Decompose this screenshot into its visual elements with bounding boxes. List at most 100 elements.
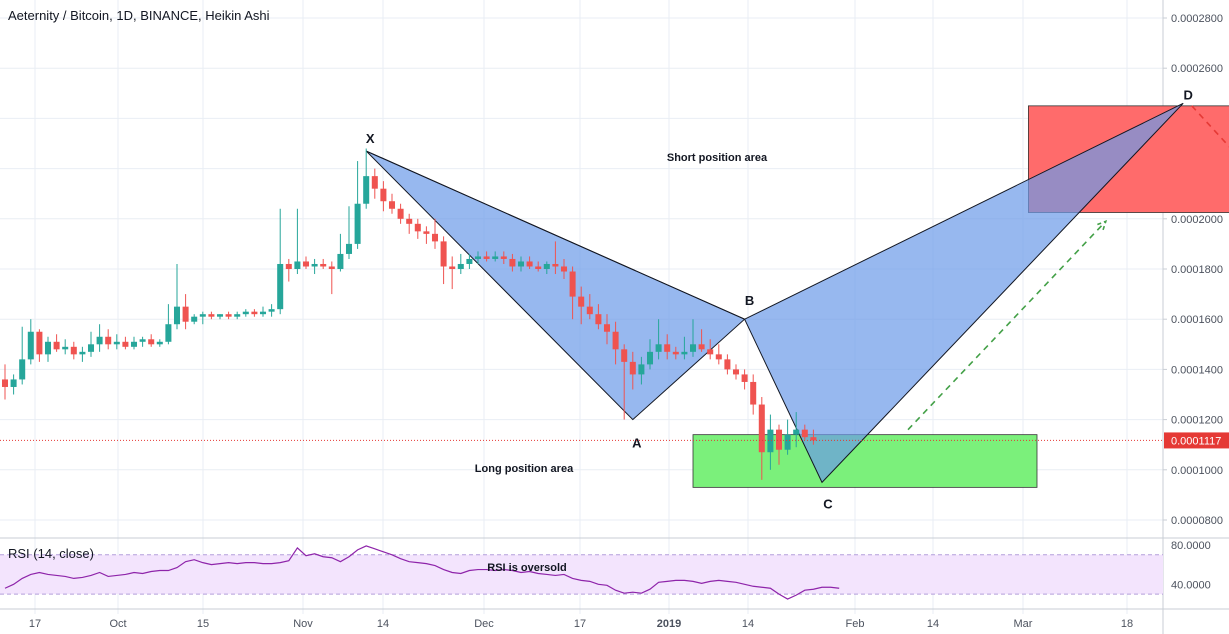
candle <box>431 218 439 249</box>
candle-body <box>621 349 628 362</box>
candle <box>535 261 542 272</box>
candle <box>397 203 404 224</box>
candle-body <box>457 263 464 269</box>
time-tick-label: 17 <box>29 618 41 630</box>
candle <box>113 334 120 350</box>
rsi-line <box>4 545 840 600</box>
candle-body <box>732 369 740 375</box>
rsi-tick-label: 40.0000 <box>1171 579 1211 591</box>
candle-body <box>311 263 318 267</box>
candle <box>414 218 421 239</box>
candle <box>552 241 559 275</box>
candle-body <box>320 263 327 267</box>
time-tick-label: 18 <box>1121 618 1133 630</box>
candle <box>406 213 413 234</box>
candle-body <box>423 231 430 234</box>
candle-body <box>681 351 688 355</box>
candle <box>595 304 602 330</box>
candle-body <box>552 263 559 267</box>
candle <box>741 369 748 390</box>
candle-body <box>294 261 301 269</box>
candle <box>449 256 456 290</box>
candle <box>603 314 611 345</box>
candle-body <box>569 271 576 297</box>
candle <box>62 339 69 355</box>
candle <box>707 339 714 360</box>
candle <box>105 329 112 350</box>
current-price-tag <box>1164 432 1229 449</box>
candle-body <box>758 404 765 453</box>
candle-body <box>251 311 258 315</box>
price-axis: 0.0000800 0.0001000 0.0001200 0.0001400 0.00… <box>1163 13 1223 527</box>
candle <box>560 258 568 280</box>
candle-body <box>801 429 808 438</box>
candle-body <box>397 208 404 219</box>
candle <box>793 412 800 448</box>
time-tick-label: Mar <box>1014 618 1033 630</box>
candle-body <box>466 258 473 264</box>
candle-body <box>784 434 791 450</box>
candle <box>285 258 292 282</box>
candle-body <box>492 256 499 259</box>
candle-body <box>208 314 215 317</box>
candle-body <box>586 306 593 315</box>
candle-body <box>285 263 292 269</box>
candles <box>1 148 817 480</box>
pattern-triangle-xab[interactable] <box>365 150 746 421</box>
candle-body <box>165 324 172 342</box>
candle <box>182 294 189 330</box>
candle-body <box>603 324 611 332</box>
candle-body <box>19 359 26 380</box>
candle-body <box>345 243 353 254</box>
candle-body <box>234 314 241 317</box>
candle <box>165 304 172 345</box>
candle <box>122 336 129 350</box>
candle <box>440 236 447 285</box>
pattern-line-xb <box>365 150 745 320</box>
candle <box>371 168 378 199</box>
candle <box>216 314 224 320</box>
candle-body <box>44 341 52 355</box>
candle <box>698 329 705 352</box>
candle-body <box>595 314 602 325</box>
pattern-point-label: D <box>1184 87 1193 102</box>
candle-body <box>414 223 421 232</box>
candle <box>10 374 17 395</box>
candle-body <box>122 341 129 347</box>
candle <box>70 341 77 360</box>
candle <box>758 397 765 480</box>
candle <box>191 314 198 325</box>
candle-body <box>363 176 370 204</box>
candle <box>337 233 344 272</box>
candle-body <box>612 331 619 350</box>
candle <box>148 334 155 347</box>
position-zone-rect[interactable] <box>692 434 1038 488</box>
pattern-triangle-bcd[interactable] <box>743 102 1184 484</box>
rsi-pane: RSI (14, close) RSI is oversold 80.0000 40.… <box>0 540 1211 600</box>
candle <box>311 258 318 275</box>
time-tick-label: Dec <box>474 618 494 630</box>
candle <box>801 424 808 440</box>
time-tick-label: Nov <box>293 618 313 630</box>
time-tick-label: Oct <box>109 618 126 630</box>
chart-title: Aeternity / Bitcoin, 1D, BINANCE, Heikin… <box>8 8 270 23</box>
candle-body <box>62 346 69 350</box>
candle-body <box>354 203 361 244</box>
current-price-label: 0.0001117 <box>1171 435 1221 447</box>
candle-body <box>328 266 335 269</box>
candle-body <box>36 331 43 355</box>
candle <box>19 326 26 385</box>
pattern-point-label: X <box>366 131 375 146</box>
candle-body <box>509 258 516 267</box>
candle <box>681 336 688 360</box>
candle <box>277 208 284 315</box>
price-tick-label: 0.0002600 <box>1171 63 1223 75</box>
candle <box>750 374 757 415</box>
candle <box>1 364 9 400</box>
candle-body <box>750 381 757 405</box>
candle <box>234 311 241 320</box>
candle <box>423 226 430 244</box>
candle-body <box>371 176 378 189</box>
candle-body <box>259 311 267 315</box>
